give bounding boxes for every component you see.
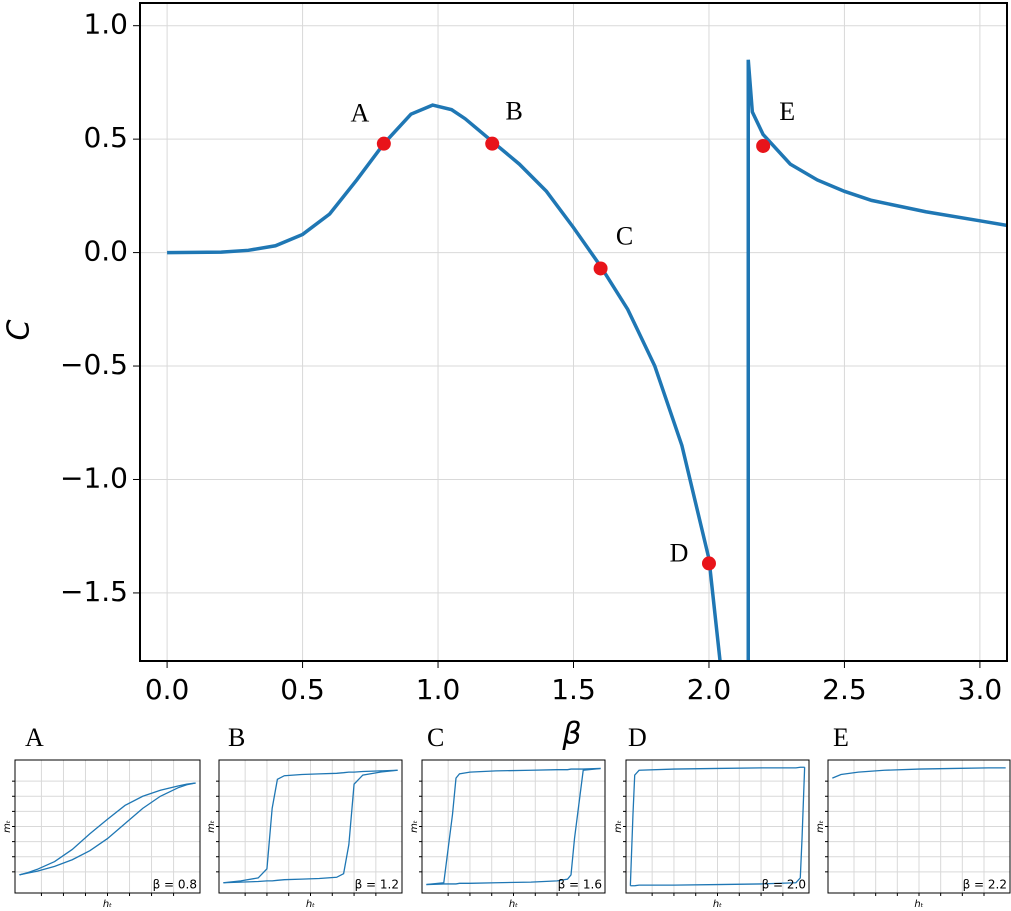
point bbox=[485, 136, 500, 151]
inset-plot: Bhₜ mₜ β = 1.2 bbox=[206, 723, 403, 910]
inset-title: E bbox=[833, 723, 849, 752]
y-tick-label: 0.0 bbox=[83, 235, 128, 268]
annotation: β = 1.2 bbox=[355, 878, 399, 892]
plot-frame bbox=[139, 2, 1008, 662]
series-line bbox=[426, 767, 601, 886]
x-axis-label: hₜ bbox=[306, 899, 315, 910]
x-axis-label: hₜ bbox=[509, 899, 518, 910]
x-axis-label: β bbox=[561, 717, 581, 752]
point-label: A bbox=[350, 99, 369, 128]
point-label: D bbox=[670, 538, 689, 567]
y-axis-label: mₜ bbox=[2, 820, 13, 833]
plot-frame bbox=[218, 759, 403, 894]
x-tick-label: 0.0 bbox=[145, 673, 190, 706]
x-tick-label: 0.5 bbox=[280, 673, 325, 706]
point bbox=[593, 261, 608, 276]
x-axis-label: hₜ bbox=[103, 899, 112, 910]
y-axis-label: mₜ bbox=[409, 820, 420, 833]
point-label: B bbox=[506, 97, 523, 126]
plot-frame bbox=[827, 759, 1011, 894]
x-axis-label: hₜ bbox=[713, 899, 722, 910]
series-line bbox=[19, 782, 196, 876]
series-line bbox=[630, 767, 806, 887]
inset-plot: Chₜ mₜ β = 1.6 bbox=[409, 723, 606, 910]
inset-title: B bbox=[228, 723, 245, 752]
y-axis-label: C bbox=[2, 319, 37, 340]
x-tick-label: 1.5 bbox=[551, 673, 596, 706]
point bbox=[701, 556, 716, 571]
main-plot: 0.0 0.5 1.0 1.5 2.0 2.5 3.0 −1.5 −1.0 −0.5 0.0 0.5 1… bbox=[2, 2, 1008, 752]
series-line bbox=[19, 782, 196, 876]
annotation: β = 0.8 bbox=[153, 878, 197, 892]
inset-plot: Ahₜ mₜ β = 0.8 bbox=[2, 723, 201, 910]
y-tick-label: −0.5 bbox=[60, 348, 128, 381]
plot-frame bbox=[625, 759, 810, 894]
series-line bbox=[426, 767, 601, 886]
x-tick-label: 2.5 bbox=[822, 673, 867, 706]
series-line bbox=[223, 769, 398, 884]
x-tick-label: 3.0 bbox=[958, 673, 1003, 706]
y-tick-label: 1.0 bbox=[83, 8, 128, 41]
point-label: C bbox=[616, 221, 633, 250]
point bbox=[376, 136, 391, 151]
point-label: E bbox=[779, 97, 795, 126]
y-tick-label: 0.5 bbox=[83, 121, 128, 154]
y-axis-label: mₜ bbox=[206, 820, 217, 833]
annotation: β = 2.2 bbox=[963, 878, 1007, 892]
x-tick-label: 2.0 bbox=[687, 673, 732, 706]
y-axis-label: mₜ bbox=[815, 820, 826, 833]
series-line bbox=[223, 769, 398, 884]
series-line bbox=[629, 766, 805, 886]
x-axis-label: hₜ bbox=[914, 899, 923, 910]
inset-title: A bbox=[25, 723, 44, 752]
point bbox=[756, 138, 771, 153]
annotation: β = 2.0 bbox=[762, 878, 806, 892]
inset-title: C bbox=[427, 723, 444, 752]
y-tick-label: −1.0 bbox=[60, 461, 128, 494]
series-line bbox=[832, 767, 1006, 779]
x-tick-label: 1.0 bbox=[416, 673, 461, 706]
annotation: β = 1.6 bbox=[558, 878, 602, 892]
plot-frame bbox=[421, 759, 606, 894]
inset-plot: Ehₜ mₜ β = 2.2 bbox=[815, 723, 1011, 910]
plot-frame bbox=[14, 759, 201, 894]
series-line bbox=[167, 59, 1007, 661]
y-tick-label: −1.5 bbox=[60, 575, 128, 608]
inset-title: D bbox=[628, 723, 647, 752]
y-axis-label: mₜ bbox=[613, 820, 624, 833]
inset-plot: Dhₜ mₜ β = 2.0 bbox=[613, 723, 810, 910]
